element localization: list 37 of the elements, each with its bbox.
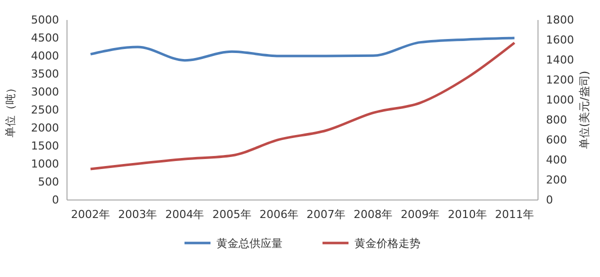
y-tick-label: 2000	[31, 122, 59, 135]
y-tick-label: 3500	[31, 68, 59, 81]
y2-axis-title: 单位(美元/盎司)	[578, 70, 591, 150]
y-axis-title: 单位（吨）	[4, 82, 17, 138]
y2-tick-label: 200	[546, 174, 567, 187]
x-tick-label: 2003年	[118, 208, 158, 221]
y-tick-label: 1000	[31, 158, 59, 171]
y2-tick-label: 1400	[546, 54, 574, 67]
y2-tick-label: 1600	[546, 34, 574, 47]
y2-tick-label: 1200	[546, 74, 574, 87]
y-tick-label: 1500	[31, 140, 59, 153]
x-tick-label: 2006年	[259, 208, 298, 221]
y2-tick-label: 600	[546, 134, 567, 147]
x-tick-label: 2008年	[354, 208, 393, 221]
x-tick-label: 2011年	[494, 208, 534, 221]
y-tick-label: 4500	[31, 32, 59, 45]
legend-label: 黄金总供应量	[216, 237, 282, 250]
x-tick-label: 2009年	[400, 208, 440, 221]
y-tick-label: 3000	[31, 86, 59, 99]
x-tick-label: 2010年	[448, 208, 487, 221]
y2-tick-label: 1000	[546, 94, 574, 107]
y-tick-label: 5000	[31, 14, 59, 27]
x-tick-label: 2002年	[71, 208, 110, 221]
line-series	[89, 36, 516, 62]
y2-tick-label: 1800	[546, 14, 574, 27]
x-tick-label: 2004年	[165, 208, 204, 221]
y-tick-label: 0	[52, 194, 59, 207]
y2-tick-label: 0	[546, 194, 553, 207]
y-tick-label: 4000	[31, 50, 59, 63]
y-tick-label: 500	[38, 176, 59, 189]
legend-label: 黄金价格走势	[354, 237, 420, 250]
x-tick-label: 2005年	[212, 208, 252, 221]
line-series	[89, 42, 516, 170]
y2-tick-label: 800	[546, 114, 567, 127]
y2-tick-label: 400	[546, 154, 567, 167]
x-tick-label: 2007年	[306, 208, 346, 221]
y-tick-label: 2500	[31, 104, 59, 117]
